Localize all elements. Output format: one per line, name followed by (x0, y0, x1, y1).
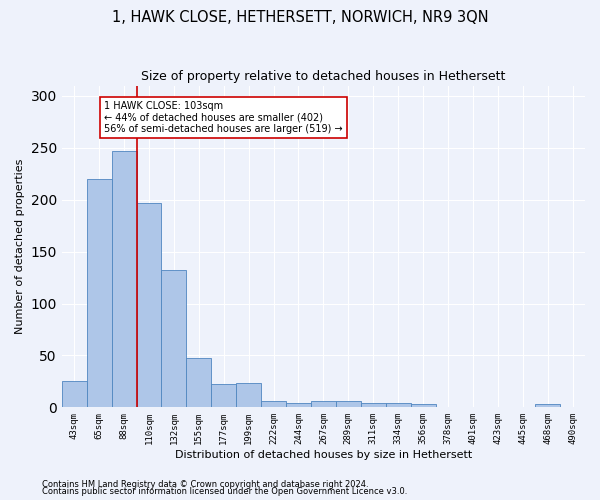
Bar (87, 179, 112, 408)
Text: 1 HAWK CLOSE: 103sqm
← 44% of detached houses are smaller (402)
56% of semi-deta: 1 HAWK CLOSE: 103sqm ← 44% of detached h… (104, 101, 343, 134)
Text: Contains public sector information licensed under the Open Government Licence v3: Contains public sector information licen… (42, 487, 407, 496)
Text: 1, HAWK CLOSE, HETHERSETT, NORWICH, NR9 3QN: 1, HAWK CLOSE, HETHERSETT, NORWICH, NR9 … (112, 10, 488, 25)
Bar (137, 203, 161, 408)
Bar (410, 404, 436, 407)
Bar (311, 401, 336, 407)
Bar (336, 401, 361, 407)
Bar (112, 151, 137, 407)
Bar (286, 403, 311, 407)
Bar (62, 382, 87, 407)
Bar (187, 358, 211, 408)
Text: Contains HM Land Registry data © Crown copyright and database right 2024.: Contains HM Land Registry data © Crown c… (42, 480, 368, 489)
Bar (211, 384, 236, 407)
Bar (386, 403, 410, 407)
Bar (236, 384, 261, 407)
X-axis label: Distribution of detached houses by size in Hethersett: Distribution of detached houses by size … (175, 450, 472, 460)
Title: Size of property relative to detached houses in Hethersett: Size of property relative to detached ho… (141, 70, 506, 83)
Bar (361, 403, 386, 407)
Bar (535, 404, 560, 407)
Bar (161, 270, 187, 407)
Bar (261, 401, 286, 407)
Y-axis label: Number of detached properties: Number of detached properties (15, 159, 25, 334)
